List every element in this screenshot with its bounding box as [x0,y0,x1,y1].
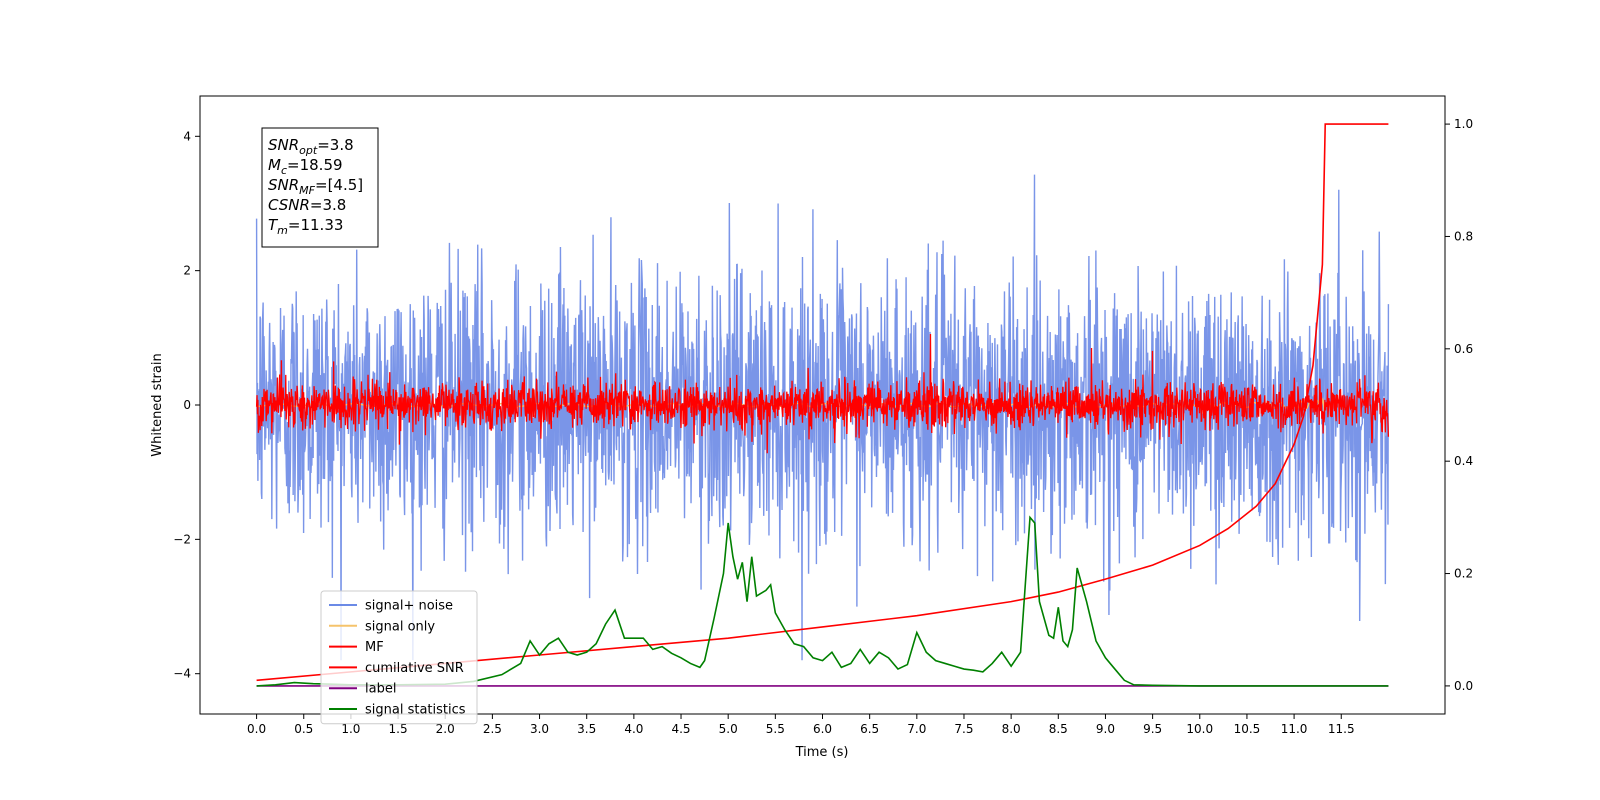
x-tick-label: 7.5 [954,722,973,736]
legend: signal+ noise signal only MF cumilative SNR… [320,590,478,725]
x-tick-label: 10.5 [1234,722,1261,736]
x-tick-label: 7.0 [907,722,926,736]
x-tick-label: 11.5 [1328,722,1355,736]
y2-tick-label: 0.8 [1454,229,1473,243]
legend-frame [320,590,478,725]
y-tick-label: 2 [183,264,191,278]
x-axis-label: Time (s) [795,745,849,760]
series-cumulative-snr [256,123,1389,682]
annotation-csnr: CSNR=3.8 [268,196,346,214]
x-tick-label: 11.0 [1281,722,1308,736]
x-tick-label: 8.0 [1002,722,1021,736]
annotation-tm: Tm=11.33 [268,216,343,237]
y-tick-label: −4 [173,667,191,681]
x-tick-label: 9.0 [1096,722,1115,736]
x-tick-label: 4.5 [671,722,690,736]
y-tick-label: 4 [183,129,191,143]
y2-tick-label: 0.4 [1454,454,1473,468]
y2-tick-label: 0.2 [1454,567,1473,581]
annotation-snr-mf: SNRMF=[4.5] [268,176,363,197]
y-axis-label: Whitened strain [150,353,165,456]
x-tick-label: 6.0 [813,722,832,736]
x-tick-label: 3.5 [577,722,596,736]
y-tick-label: 0 [183,398,191,412]
x-tick-label: 4.0 [624,722,643,736]
y-tick-label: −2 [173,532,191,546]
annotation-box: SNRopt=3.8 Mc=18.59 SNRMF=[4.5] CSNR=3.8… [261,127,379,248]
annotation-frame [261,127,379,248]
legend-label: cumilative SNR [365,661,464,676]
x-tick-label: 6.5 [860,722,879,736]
plot-area [255,123,1390,687]
x-tick-label: 5.0 [719,722,738,736]
y-axis-right: 1.0 0.8 0.6 0.4 0.2 0.0 [1445,117,1473,693]
x-tick-label: 0.0 [247,722,266,736]
series-layer [255,123,1390,687]
legend-label: signal statistics [365,703,466,718]
y-axis-left: 4 2 0 −2 −4 [173,129,200,681]
y2-tick-label: 0.6 [1454,342,1473,356]
x-tick-label: 2.5 [483,722,502,736]
y2-tick-label: 0.0 [1454,679,1473,693]
annotation-mc: Mc=18.59 [268,156,343,177]
annotation-snr-opt: SNRopt=3.8 [268,136,354,157]
series-signal-plus-noise [255,174,1390,661]
series-signal-statistics [256,515,1389,687]
x-tick-label: 5.5 [766,722,785,736]
x-tick-label: 2.0 [436,722,455,736]
legend-label: signal+ noise [365,599,453,614]
x-tick-label: 10.0 [1186,722,1213,736]
x-tick-label: 9.5 [1143,722,1162,736]
series-mf [255,334,1390,454]
legend-label: label [365,682,396,697]
x-tick-label: 0.5 [294,722,313,736]
x-tick-label: 8.5 [1049,722,1068,736]
legend-label: MF [365,640,384,655]
x-axis: 0.0 0.5 1.0 1.5 2.0 2.5 3.0 3.5 4.0 4.5 5.0 5.5 6.0 6… [247,714,1355,736]
y2-tick-label: 1.0 [1454,117,1473,131]
x-tick-label: 3.0 [530,722,549,736]
legend-label: signal only [365,619,435,634]
x-tick-label: 1.0 [341,722,360,736]
x-tick-label: 1.5 [389,722,408,736]
